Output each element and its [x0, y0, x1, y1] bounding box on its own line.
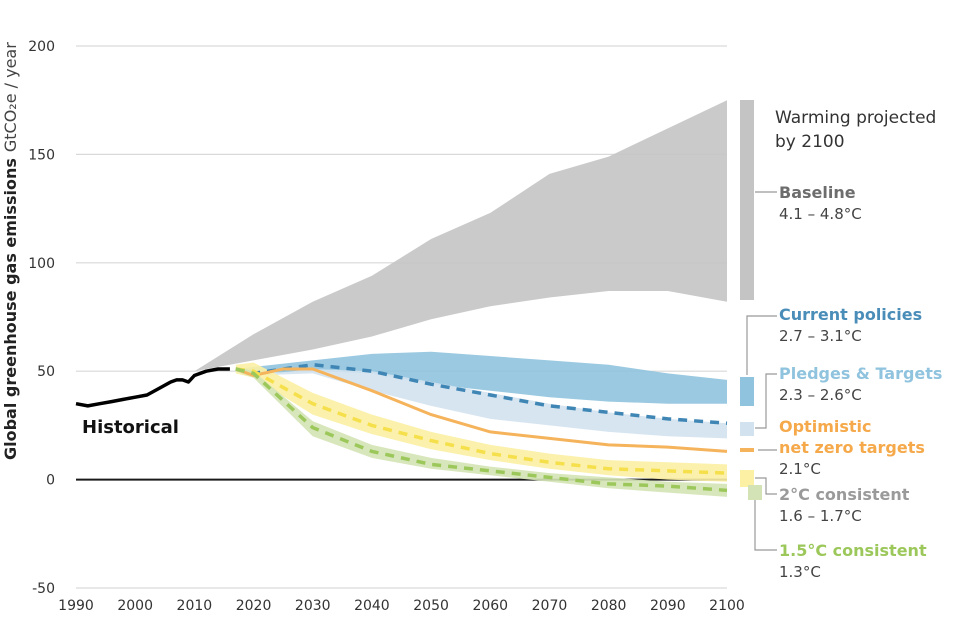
x-tick-label: 2100	[709, 598, 745, 614]
x-tick-label: 2080	[591, 598, 627, 614]
scenario-lines	[75, 362, 728, 493]
band-baseline	[194, 100, 727, 372]
y-tick-label: 0	[46, 473, 55, 489]
legend-series-name: 2°C consistent	[779, 485, 910, 504]
warming-header: Warming projected by 2100	[775, 108, 936, 152]
legend-connector	[754, 500, 777, 551]
y-tick-label: -50	[32, 581, 55, 597]
legend-series-name: Optimistic	[779, 417, 871, 436]
legend-swatch	[748, 485, 762, 500]
legend-series-name: Current policies	[779, 305, 922, 324]
x-tick-label: 2060	[472, 598, 508, 614]
legend: Warming projected by 2100 Baseline 4.1 – 4…	[740, 100, 942, 581]
scenario-areas	[194, 100, 728, 497]
y-axis-label: Global greenhouse gas emissionsGtCO₂e / …	[1, 42, 20, 460]
x-tick-label: 2020	[236, 598, 272, 614]
y-axis-ticks: 200 150 100 50 0 -50	[28, 39, 55, 597]
x-tick-label: 2030	[295, 598, 331, 614]
x-tick-label: 2070	[532, 598, 568, 614]
x-tick-label: 2000	[117, 598, 153, 614]
x-tick-label: 2090	[650, 598, 686, 614]
historical-label: Historical	[82, 417, 179, 438]
legend-series-name: Pledges & Targets	[779, 364, 942, 383]
legend-warming-value: 2.1°C	[779, 460, 821, 478]
legend-swatch	[740, 470, 754, 487]
y-tick-label: 100	[28, 256, 55, 272]
legend-warming-value: 1.3°C	[779, 563, 821, 581]
x-tick-label: 2010	[177, 598, 213, 614]
legend-warming-value: 4.1 – 4.8°C	[779, 205, 862, 223]
historical-line	[75, 367, 230, 408]
legend-connector	[746, 315, 777, 375]
x-axis-ticks: 1990 2000 2010 2020 2030 2040 2050 2060 2070 2080…	[58, 598, 745, 614]
legend-swatch	[740, 422, 754, 436]
legend-connector	[755, 373, 777, 429]
median-2-c-consistent	[235, 367, 728, 475]
legend-warming-value: 2.3 – 2.6°C	[779, 386, 862, 404]
legend-series-name: 1.5°C consistent	[779, 541, 927, 560]
y-tick-label: 50	[37, 364, 55, 380]
legend-swatch	[740, 448, 754, 452]
y-tick-label: 150	[28, 147, 55, 163]
x-tick-label: 2040	[354, 598, 390, 614]
legend-series-name: net zero targets	[779, 438, 925, 457]
legend-swatch	[740, 377, 754, 406]
legend-connector	[755, 477, 777, 495]
y-tick-label: 200	[28, 39, 55, 55]
line-optimistic-net-zero-targets	[235, 367, 728, 453]
legend-warming-value: 1.6 – 1.7°C	[779, 507, 862, 525]
legend-swatch	[740, 100, 754, 300]
band-2-c-consistent	[235, 362, 728, 482]
legend-warming-value: 2.7 – 3.1°C	[779, 327, 862, 345]
band-current-policies	[235, 351, 728, 404]
x-tick-label: 1990	[58, 598, 94, 614]
x-tick-label: 2050	[413, 598, 449, 614]
legend-series-name: Baseline	[779, 183, 856, 202]
